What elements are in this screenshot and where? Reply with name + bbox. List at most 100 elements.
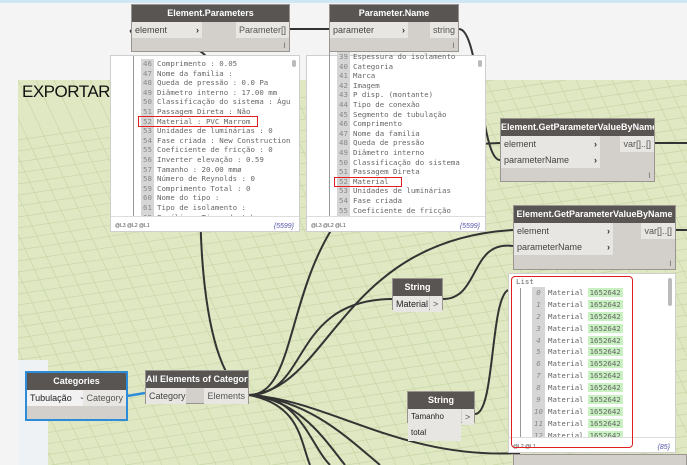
group-title: EXPORTAR xyxy=(22,82,110,101)
list-item: 47 Nome da família : xyxy=(111,68,299,79)
input-port-parametername[interactable]: parameterName › xyxy=(514,239,613,255)
string-input[interactable]: Tamanho total xyxy=(408,409,461,441)
node-all-elements-of-category[interactable]: All Elements of Category Category Element… xyxy=(145,370,249,404)
item-text: Marca xyxy=(353,71,376,81)
node-string-material[interactable]: String Material > xyxy=(392,278,443,312)
input-port-element[interactable]: element › xyxy=(514,223,613,239)
list-item: 11 Material 1652642 xyxy=(509,417,675,430)
preview-watch-list[interactable]: List 0 Material 1652642 1 Material 1652642 2 Mat… xyxy=(508,273,676,453)
item-index: 56 xyxy=(141,154,154,165)
item-value: 1652642 xyxy=(587,359,623,369)
category-dropdown[interactable]: Tubulação ⌄ xyxy=(27,390,88,406)
item-value: 1652642 xyxy=(587,430,623,438)
list-item: 55 Coeficiente de fricção : 0 xyxy=(111,145,299,155)
list-item: 54 Fase criada xyxy=(307,195,485,206)
list-item: 47 Nome da família xyxy=(307,128,485,139)
string-input[interactable]: Material xyxy=(393,296,429,312)
item-index: 7 xyxy=(532,370,545,383)
item-index: 42 xyxy=(337,80,350,91)
preview-element-parameters[interactable]: 46 Comprimento : 0.05 47 Nome da família :4… xyxy=(110,55,300,232)
list-header: List xyxy=(516,277,534,286)
list-item: 60 Nome do tipo : xyxy=(111,193,299,203)
item-index: 46 xyxy=(141,59,154,69)
node-get-parameter-value-2[interactable]: Element.GetParameterValueByName element ›… xyxy=(513,205,676,270)
output-port[interactable]: > xyxy=(430,296,442,312)
input-port-parameter[interactable]: parameter › xyxy=(330,22,408,38)
list-item: 50 Classificação do sistema : Águ xyxy=(111,97,299,107)
item-text: Comprimento Total : 0 xyxy=(157,183,251,193)
list-item: 45 Segmento de tubulação xyxy=(307,109,485,120)
node-title: String xyxy=(393,279,442,296)
item-index: 40 xyxy=(337,61,350,72)
input-port-parametername[interactable]: parameterName › xyxy=(501,152,600,168)
node-get-parameter-value-1[interactable]: Element.GetParameterValueByName element ›… xyxy=(500,118,655,182)
input-port-element[interactable]: element › xyxy=(132,22,202,38)
item-index: 57 xyxy=(141,164,154,175)
chevron-right-icon: › xyxy=(594,155,597,165)
item-text: Queda de pressão xyxy=(353,138,425,148)
item-index: 1 xyxy=(532,298,545,311)
list-item: 61 Tipo de isolamento : xyxy=(111,202,299,213)
item-index: 50 xyxy=(337,157,350,168)
item-index: 51 xyxy=(337,167,350,177)
item-index: 52 xyxy=(337,176,350,187)
lacing-indicator: l xyxy=(283,43,285,50)
item-index: 43 xyxy=(337,90,350,100)
list-item: 51 Passagem Direta xyxy=(307,167,485,177)
scrollbar[interactable] xyxy=(292,60,296,67)
item-index: 2 xyxy=(532,310,545,323)
output-port-var[interactable]: var[]..[] xyxy=(641,223,675,239)
output-port-parameters[interactable]: Parameter[] xyxy=(235,22,289,38)
list-item: 7 Material 1652642 xyxy=(509,370,675,383)
node-title: Element.Parameters xyxy=(132,5,289,22)
node-categories[interactable]: Categories Tubulação ⌄ Category xyxy=(25,371,128,421)
item-text: Categoria xyxy=(353,61,394,71)
item-index: 55 xyxy=(337,205,350,216)
output-port-string[interactable]: string xyxy=(429,22,458,38)
item-index: 6 xyxy=(532,358,545,371)
input-port-element[interactable]: element › xyxy=(501,136,600,152)
item-text: Nome da família : xyxy=(157,68,233,78)
item-text: Classificação do sistema : Águ xyxy=(157,97,291,107)
output-port-var[interactable]: var[]..[] xyxy=(620,136,654,152)
node-partial-bottom[interactable] xyxy=(513,454,687,465)
red-highlight-box xyxy=(334,177,402,187)
item-index: 54 xyxy=(337,195,350,206)
item-key: Material xyxy=(548,418,584,428)
item-index: 47 xyxy=(337,128,350,139)
item-index: 3 xyxy=(532,322,545,335)
item-index: 41 xyxy=(337,71,350,81)
list-item: 58 Número de Reynolds : 0 xyxy=(111,174,299,184)
item-value: 1652642 xyxy=(587,418,623,428)
item-key: Material xyxy=(548,383,584,393)
item-value: 1652642 xyxy=(587,299,623,309)
list-item: 52 Material : PVC Marrom xyxy=(111,116,299,127)
item-index: 5 xyxy=(532,346,545,359)
item-text: Comprimento : 0.05 xyxy=(157,59,238,68)
output-port-elements[interactable]: Elements xyxy=(204,388,248,404)
item-index: 62 xyxy=(141,212,154,216)
item-text: Diâmetro interno : 17.00 mm xyxy=(157,87,278,97)
list-item: 2 Material 1652642 xyxy=(509,310,675,323)
item-text: Classificação do sistema xyxy=(353,157,460,167)
item-value: 1652642 xyxy=(587,395,623,405)
list-item: 50 Classificação do sistema xyxy=(307,157,485,168)
node-title: Parameter.Name xyxy=(330,5,458,22)
list-item: 8 Material 1652642 xyxy=(509,382,675,395)
output-port-category[interactable]: Category xyxy=(83,390,126,406)
node-string-tamanho[interactable]: String Tamanho total > xyxy=(407,391,475,441)
node-element-parameters[interactable]: Element.Parameters element › Parameter[] … xyxy=(131,4,290,52)
item-text: Nome da família xyxy=(353,128,420,138)
item-text: Segmento de tubulação xyxy=(353,109,447,119)
node-title: Categories xyxy=(27,373,126,390)
input-port-category[interactable]: Category xyxy=(146,388,186,404)
list-item: 62 Família : Tipos de tubos xyxy=(111,212,299,216)
item-text: Passagem Direta : Não xyxy=(157,106,251,116)
lacing-indicator: l xyxy=(669,261,671,268)
preview-parameter-name[interactable]: 39 Espessura do isolamento 40 Categoria 41 Ma… xyxy=(306,52,486,232)
node-parameter-name[interactable]: Parameter.Name parameter › string l xyxy=(329,4,459,52)
output-port[interactable]: > xyxy=(462,409,474,425)
scrollbar[interactable] xyxy=(478,60,482,67)
scrollbar[interactable] xyxy=(668,278,672,306)
list-item: 5 Material 1652642 xyxy=(509,346,675,359)
